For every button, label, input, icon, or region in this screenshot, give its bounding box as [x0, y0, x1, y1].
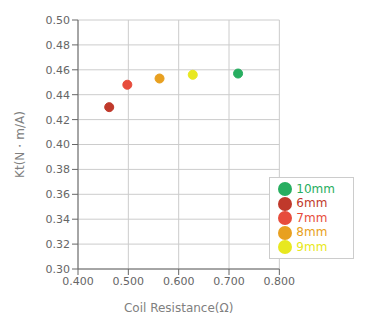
svg-text:0.400: 0.400: [62, 275, 94, 288]
html-text:10mm: 10mm: [296, 181, 335, 196]
svg-text:0.42: 0.42: [46, 114, 71, 127]
html-text:9mm: 9mm: [296, 239, 328, 254]
svg-text:0.48: 0.48: [46, 39, 71, 52]
svg-text:Kt(N・m/A): Kt(N・m/A): [13, 111, 27, 178]
svg-text:0.36: 0.36: [46, 188, 71, 201]
svg-text:0.30: 0.30: [46, 263, 71, 276]
svg-text:0.500: 0.500: [113, 275, 145, 288]
svg-text:0.700: 0.700: [213, 275, 245, 288]
html-text:8mm: 8mm: [296, 225, 328, 239]
svg-text:0.800: 0.800: [264, 275, 296, 288]
html-text:7mm: 7mm: [296, 210, 328, 225]
svg-text:0.34: 0.34: [46, 213, 71, 226]
svg-text:0.44: 0.44: [46, 89, 71, 102]
html-text:6mm: 6mm: [296, 196, 328, 210]
svg-text:0.50: 0.50: [46, 14, 71, 27]
svg-text:0.32: 0.32: [46, 238, 71, 251]
svg-text:0.38: 0.38: [46, 163, 71, 176]
svg-text:0.600: 0.600: [163, 275, 195, 288]
svg-text:0.40: 0.40: [46, 138, 71, 151]
svg-text:0.46: 0.46: [46, 64, 71, 77]
svg-text:Coil Resistance(Ω): Coil Resistance(Ω): [124, 301, 233, 315]
